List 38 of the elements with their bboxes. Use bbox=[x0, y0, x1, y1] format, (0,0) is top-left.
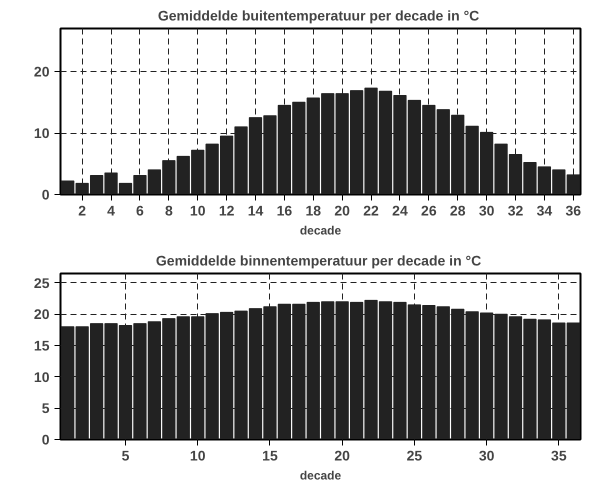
x-tick-label: 12 bbox=[218, 202, 235, 218]
x-tick-label: 18 bbox=[305, 202, 322, 218]
x-tick-label: 32 bbox=[508, 202, 524, 218]
chart-title: Gemiddelde binnentemperatuur per decade in °C bbox=[156, 252, 482, 268]
y-tick-label: 15 bbox=[34, 338, 50, 354]
x-tick-label: 14 bbox=[248, 202, 264, 218]
y-tick-label: 25 bbox=[34, 274, 50, 291]
y-tick-label: 10 bbox=[34, 368, 50, 385]
x-tick-label: 16 bbox=[276, 202, 292, 218]
x-tick-label: 34 bbox=[536, 202, 552, 218]
y-tick-label: 0 bbox=[42, 186, 50, 202]
x-tick-label: 10 bbox=[190, 448, 206, 464]
y-tick-label: 10 bbox=[34, 125, 50, 142]
y-tick-label: 5 bbox=[42, 400, 50, 416]
x-tick-label: 30 bbox=[478, 202, 495, 218]
y-tick-label: 0 bbox=[42, 432, 50, 448]
x-axis-title: decade bbox=[300, 468, 342, 482]
x-tick-label: 20 bbox=[334, 448, 350, 464]
chart-title: Gemiddelde buitentemperatuur per decade in °C bbox=[158, 8, 480, 24]
x-tick-label: 24 bbox=[392, 202, 408, 218]
x-tick-label: 22 bbox=[363, 202, 380, 218]
x-tick-label: 35 bbox=[551, 448, 567, 464]
x-tick-label: 6 bbox=[136, 202, 144, 218]
x-tick-label: 28 bbox=[450, 202, 466, 218]
x-tick-label: 4 bbox=[107, 202, 116, 218]
x-tick-label: 25 bbox=[406, 448, 422, 464]
x-tick-label: 36 bbox=[565, 202, 582, 218]
y-tick-label: 20 bbox=[34, 306, 50, 322]
y-tick-label: 20 bbox=[34, 64, 50, 80]
x-tick-label: 2 bbox=[78, 202, 86, 218]
x-tick-label: 15 bbox=[262, 448, 278, 464]
x-tick-label: 8 bbox=[164, 202, 173, 218]
x-tick-label: 10 bbox=[190, 202, 206, 218]
x-axis-title: decade bbox=[300, 224, 342, 238]
x-tick-label: 5 bbox=[122, 448, 130, 464]
x-tick-label: 30 bbox=[478, 448, 495, 464]
x-tick-label: 20 bbox=[334, 202, 350, 218]
x-tick-label: 26 bbox=[421, 202, 437, 218]
